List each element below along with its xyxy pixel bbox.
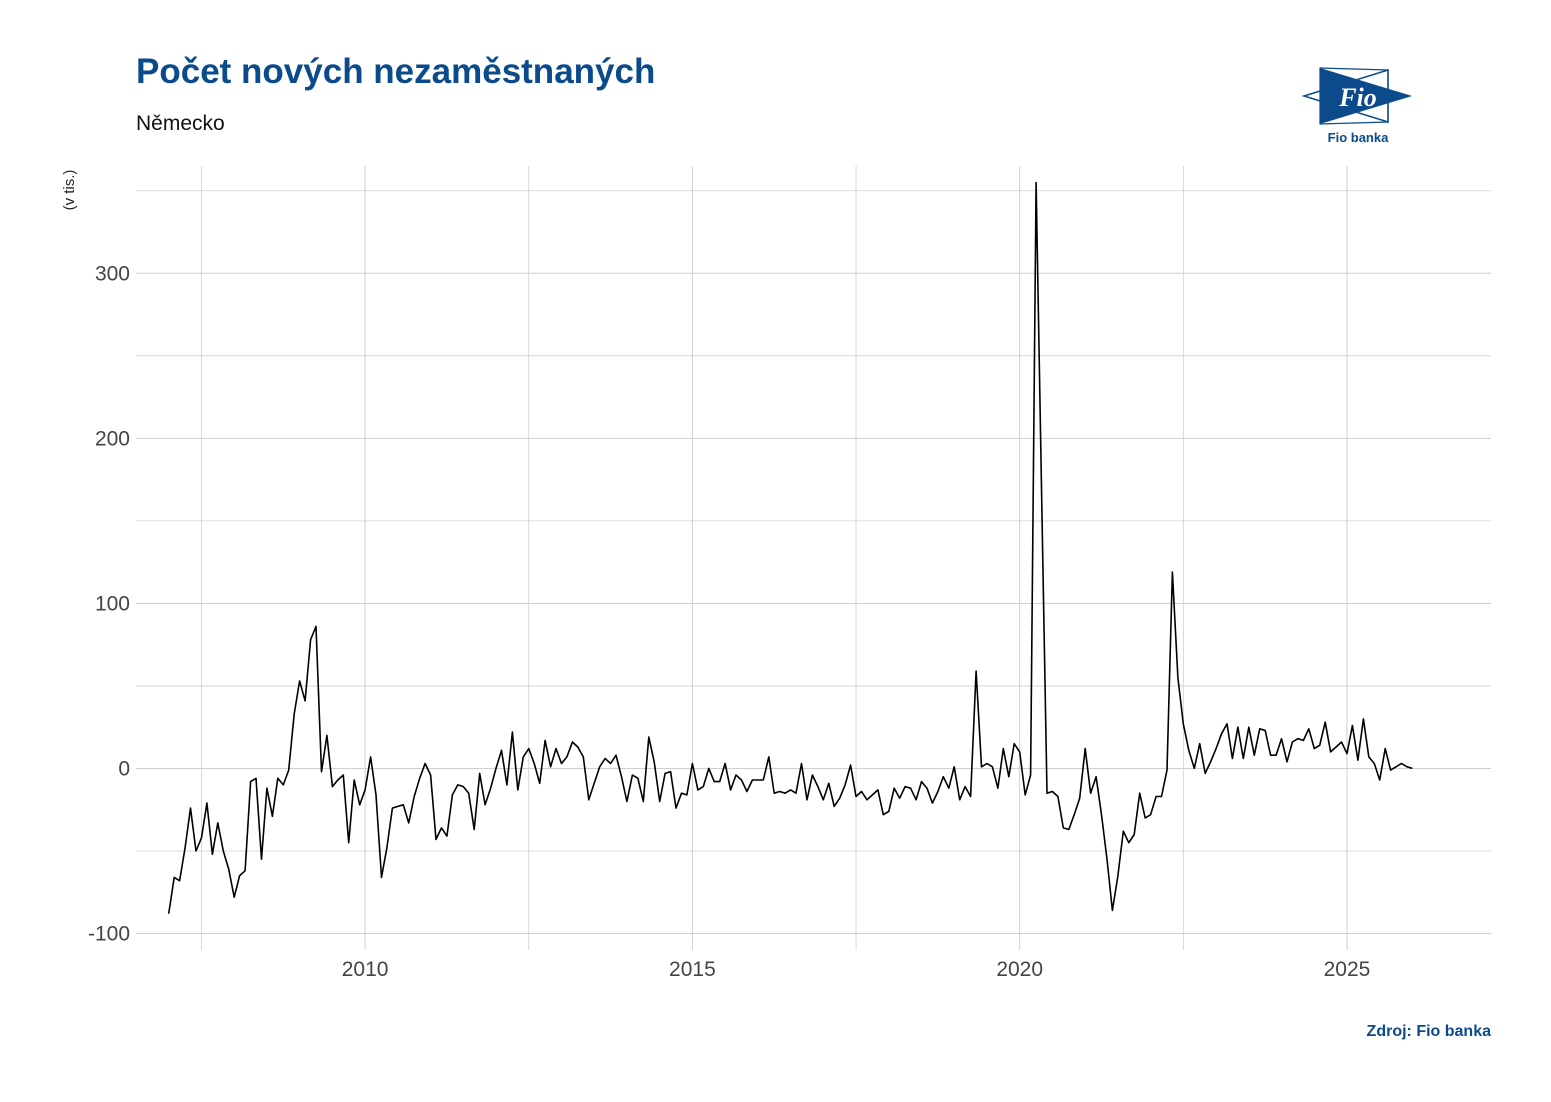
x-axis-ticks: 2010 2015 2020 2025 xyxy=(342,958,1371,981)
y-tick-label: 200 xyxy=(95,427,130,450)
y-axis-ticks: -100 0 100 200 300 xyxy=(88,262,130,945)
fio-logo-icon: Fio xyxy=(1301,67,1412,125)
source-note: Zdroj: Fio banka xyxy=(1366,1023,1491,1040)
chart-subtitle: Německo xyxy=(136,112,225,135)
x-tick-label: 2020 xyxy=(996,958,1043,981)
x-tick-label: 2015 xyxy=(669,958,716,981)
grid-lines xyxy=(136,166,1491,950)
x-tick-label: 2010 xyxy=(342,958,389,981)
y-tick-label: 100 xyxy=(95,592,130,615)
chart-title: Počet nových nezaměstnaných xyxy=(136,52,656,91)
logo-name: Fio banka xyxy=(1327,130,1389,145)
logo-mark-text: Fio xyxy=(1338,83,1377,112)
series-line xyxy=(167,181,1413,914)
fio-banka-logo: Fio Fio banka xyxy=(1300,64,1416,148)
x-tick-label: 2025 xyxy=(1324,958,1371,981)
y-tick-label: -100 xyxy=(88,922,130,945)
y-tick-label: 0 xyxy=(118,757,130,780)
y-axis-label: (v tis.) xyxy=(61,170,78,211)
y-tick-label: 300 xyxy=(95,262,130,285)
